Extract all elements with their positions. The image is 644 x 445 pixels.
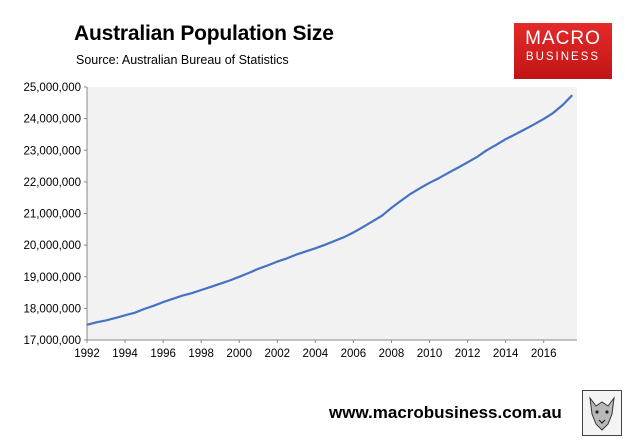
y-tick-label: 25,000,000 xyxy=(23,82,81,94)
x-tick-label: 2004 xyxy=(303,348,329,360)
chart-title: Australian Population Size xyxy=(74,22,334,45)
x-tick-label: 2012 xyxy=(455,348,481,360)
y-tick-label: 23,000,000 xyxy=(23,145,81,157)
x-tick-label: 2002 xyxy=(264,348,290,360)
y-tick-label: 20,000,000 xyxy=(23,240,81,252)
x-tick-label: 2016 xyxy=(531,348,557,360)
y-tick-label: 24,000,000 xyxy=(23,114,81,126)
chart-subtitle: Source: Australian Bureau of Statistics xyxy=(76,53,289,67)
logo-line-2: BUSINESS xyxy=(525,51,601,63)
y-tick-label: 18,000,000 xyxy=(23,303,81,315)
y-tick-label: 22,000,000 xyxy=(23,177,81,189)
website-url: www.macrobusiness.com.au xyxy=(329,403,562,422)
y-tick-label: 19,000,000 xyxy=(23,272,81,284)
wolf-icon xyxy=(582,390,622,436)
x-tick-label: 1998 xyxy=(188,348,214,360)
plot-area xyxy=(87,87,577,340)
x-tick-label: 2006 xyxy=(341,348,367,360)
x-tick-label: 2010 xyxy=(417,348,443,360)
x-tick-label: 1996 xyxy=(150,348,176,360)
y-tick-label: 21,000,000 xyxy=(23,209,81,221)
x-tick-label: 2000 xyxy=(226,348,252,360)
x-tick-label: 2014 xyxy=(493,348,519,360)
x-tick-label: 1992 xyxy=(74,348,100,360)
population-series-line xyxy=(86,94,573,326)
x-tick-label: 1994 xyxy=(112,348,138,360)
y-tick-label: 17,000,000 xyxy=(23,335,81,347)
macrobusiness-logo: MACRO BUSINESS xyxy=(514,23,612,79)
x-tick-label: 2008 xyxy=(379,348,405,360)
logo-line-1: MACRO xyxy=(525,28,601,49)
